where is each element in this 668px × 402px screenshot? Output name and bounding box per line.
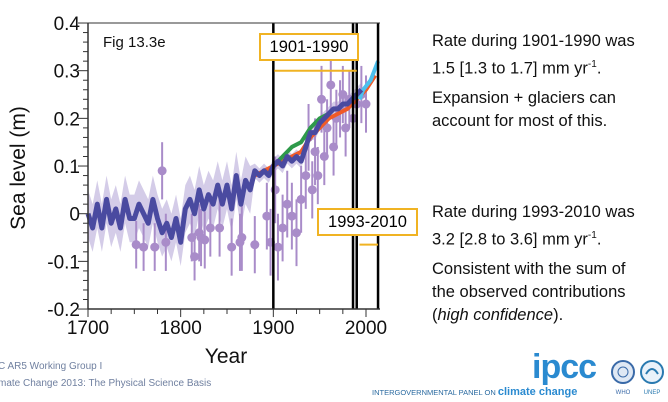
y-tick-label: -0.1 bbox=[47, 252, 80, 273]
annotation-1901-1990: 1901-1990 bbox=[259, 33, 359, 61]
note-sup: -1 bbox=[587, 230, 597, 241]
data-point bbox=[341, 123, 351, 133]
x-tick-label: 1900 bbox=[252, 318, 294, 339]
data-point bbox=[273, 242, 283, 252]
y-tick-label: 0.3 bbox=[54, 62, 80, 83]
y-axis-label: Sea level (m) bbox=[7, 106, 30, 230]
who-logo-icon bbox=[611, 360, 635, 384]
who-unep-logos: WHO UNEP bbox=[611, 360, 664, 396]
data-point bbox=[287, 211, 297, 221]
data-point bbox=[215, 223, 225, 233]
footer-line-1: C AR5 Working Group I bbox=[0, 361, 103, 372]
data-point bbox=[307, 185, 317, 195]
data-point bbox=[317, 94, 327, 104]
data-point bbox=[338, 90, 348, 100]
x-tick-label: 1700 bbox=[67, 318, 109, 339]
footer-line-2: mate Change 2013: The Physical Science B… bbox=[0, 378, 212, 389]
logo-sub-text: INTERGOVERNMENTAL PANEL ON bbox=[372, 388, 498, 397]
y-tick-label: 0 bbox=[69, 205, 80, 226]
data-point bbox=[237, 233, 247, 243]
annotation-1993-2010: 1993-2010 bbox=[317, 208, 418, 236]
note-line: Rate during 1901-1990 was bbox=[432, 32, 635, 50]
note-line: account for most of this. bbox=[432, 112, 608, 130]
annotation-lines bbox=[274, 69, 379, 246]
note-line: Rate during 1993-2010 was bbox=[432, 203, 635, 221]
note-text: 1.5 [1.3 to 1.7] mm yr bbox=[432, 59, 588, 78]
data-point bbox=[296, 194, 306, 204]
data-point bbox=[205, 223, 215, 233]
note-sup: -1 bbox=[587, 59, 597, 70]
who-label: WHO bbox=[616, 390, 631, 396]
data-point bbox=[292, 228, 301, 238]
series-reconstruction bbox=[85, 88, 364, 245]
data-point bbox=[278, 223, 288, 233]
note-expansion: Expansion + glaciers can account for mos… bbox=[432, 87, 616, 133]
note-text: ). bbox=[553, 306, 564, 324]
data-point bbox=[262, 211, 272, 221]
data-point bbox=[200, 235, 210, 245]
unep-logo-icon bbox=[640, 360, 664, 384]
series-lines bbox=[85, 60, 380, 245]
data-point bbox=[227, 242, 237, 252]
note-text: 3.2 [2.8 to 3.6] mm yr bbox=[432, 230, 588, 249]
note-line: Consistent with the sum of bbox=[432, 260, 626, 278]
note-line: 1.5 [1.3 to 1.7] mm yr-1. bbox=[432, 53, 635, 81]
data-point bbox=[250, 240, 260, 250]
note-rate-1993-2010: Rate during 1993-2010 was 3.2 [2.8 to 3.… bbox=[432, 201, 635, 252]
data-point bbox=[361, 99, 371, 109]
note-line: (high confidence). bbox=[432, 304, 626, 327]
x-tick-label: 2000 bbox=[345, 318, 387, 339]
x-axis-label: Year bbox=[205, 345, 247, 368]
data-point bbox=[282, 199, 292, 209]
y-tick-label: -0.2 bbox=[47, 300, 80, 321]
x-tick-label: 1800 bbox=[160, 318, 202, 339]
data-point bbox=[131, 240, 141, 250]
note-italic: high confidence bbox=[437, 306, 554, 324]
series-green bbox=[271, 111, 330, 168]
figure-label: Fig 13.3e bbox=[103, 34, 166, 51]
logo-sub-emph: climate change bbox=[497, 386, 578, 398]
data-point bbox=[150, 242, 160, 252]
note-line: the observed contributions bbox=[432, 283, 626, 301]
data-point bbox=[139, 242, 149, 252]
note-line: 3.2 [2.8 to 3.6] mm yr-1. bbox=[432, 224, 635, 252]
ipcc-logo-subtitle: INTERGOVERNMENTAL PANEL ON climate chang… bbox=[372, 386, 577, 399]
y-tick-label: 0.1 bbox=[54, 157, 80, 178]
tide-gauge-points bbox=[131, 56, 371, 281]
y-tick-label: 0.4 bbox=[54, 14, 81, 35]
note-rate-1901-1990: Rate during 1901-1990 was 1.5 [1.3 to 1.… bbox=[432, 30, 635, 81]
data-point bbox=[270, 185, 280, 195]
ipcc-logo: ipcc bbox=[532, 348, 597, 386]
data-point bbox=[190, 252, 200, 262]
note-text: . bbox=[596, 59, 602, 78]
data-point bbox=[161, 237, 171, 247]
data-point bbox=[322, 123, 332, 133]
unep-label: UNEP bbox=[644, 390, 661, 396]
data-point bbox=[326, 80, 336, 90]
note-consistent: Consistent with the sum of the observed … bbox=[432, 258, 626, 327]
data-point bbox=[157, 166, 167, 176]
data-point bbox=[301, 171, 311, 181]
note-text: ( bbox=[432, 306, 438, 324]
note-text: . bbox=[596, 230, 602, 249]
note-line: Expansion + glaciers can bbox=[432, 89, 616, 107]
y-tick-label: 0.2 bbox=[54, 109, 80, 130]
data-point bbox=[313, 171, 323, 181]
